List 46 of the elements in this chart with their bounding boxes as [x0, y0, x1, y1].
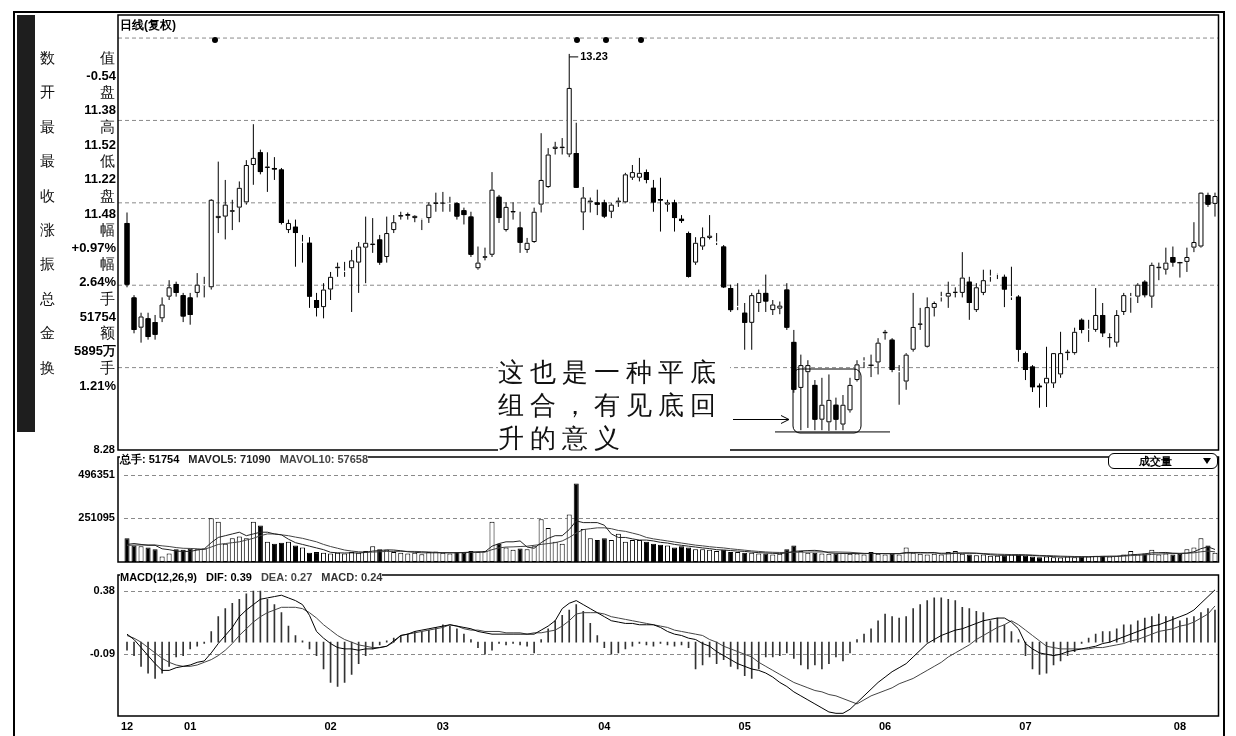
dropdown: 成交量	[1108, 453, 1218, 469]
text: 5895万	[74, 343, 116, 359]
x-tick-label: 12	[120, 719, 134, 732]
text: MACD: 0.24	[321, 571, 383, 584]
text: MAVOL10: 57658	[279, 453, 369, 466]
x-tick-label: 01	[184, 719, 197, 732]
category-label: 开盘	[40, 83, 115, 102]
text: -0.54	[86, 68, 116, 83]
category-label: 数值	[40, 49, 115, 67]
y-tick-label: 496351	[78, 468, 115, 481]
text: DEA: 0.27	[260, 571, 313, 584]
text: 8.28	[93, 443, 115, 456]
x-tick-label: 06	[878, 719, 892, 732]
text: 总手: 51754	[120, 453, 180, 466]
text: 11.22	[84, 171, 116, 187]
category-label: 最高	[40, 117, 115, 136]
text: 11.52	[84, 136, 116, 152]
text: 1.21%	[79, 377, 116, 393]
chart-title: 成交量	[1139, 454, 1172, 468]
x-tick-label: 05	[738, 719, 751, 732]
annotation: 13.23	[580, 49, 608, 62]
y-tick-label: -0.09	[89, 647, 115, 660]
category-label: 金额	[40, 324, 115, 343]
text: MAVOL5: 71090	[188, 453, 271, 466]
x-tick-label: 03	[436, 719, 449, 732]
text: 11.48	[84, 205, 116, 221]
y-tick-label: 251095	[78, 511, 115, 524]
text: 11.38	[84, 102, 116, 118]
category-label: 换手	[40, 358, 115, 377]
text: 2.64%	[79, 274, 116, 290]
legend-title: MACD(12,26,9)	[120, 571, 198, 584]
x-tick-label: 04	[598, 719, 612, 732]
text: 51754	[79, 308, 116, 324]
text: +0.97%	[71, 240, 116, 255]
category-label: 涨幅	[40, 221, 115, 239]
annotation: 这也是一种平底组合，有见底回升的意义	[498, 356, 730, 455]
x-tick-label: 08	[1173, 719, 1187, 732]
category-label: 收盘	[40, 186, 115, 205]
y-tick-label: 0.38	[93, 584, 115, 597]
category-label: 最低	[40, 152, 115, 171]
x-tick-label: 07	[1019, 719, 1032, 732]
chart-title: 日线(复权)	[120, 18, 176, 32]
category-label: 振幅	[40, 255, 115, 274]
category-label: 总手	[40, 289, 115, 308]
x-tick-label: 02	[324, 719, 337, 732]
series-label: DIF: 0.39	[206, 571, 252, 584]
